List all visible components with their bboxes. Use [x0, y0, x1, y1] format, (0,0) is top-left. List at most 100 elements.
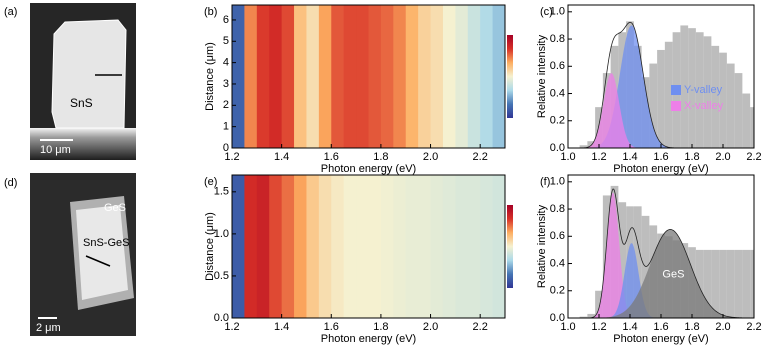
y-tick-label: 0.5 [214, 270, 229, 282]
x-tick-label: 1.4 [274, 321, 289, 333]
x-tick-label: 1.6 [653, 321, 668, 333]
x-tick-label: 1.2 [591, 321, 606, 333]
heatmap-column [256, 5, 270, 148]
x-tick-label: 2.2 [473, 321, 488, 333]
y-tick-label: 1 [223, 121, 229, 133]
heatmap-column [368, 175, 382, 318]
line-marker [85, 255, 111, 267]
heatmap-column [442, 5, 456, 148]
panel-label: (d) [4, 177, 17, 189]
x-axis-label: Photon energy (eV) [321, 163, 416, 175]
x-tick-label: 1.8 [373, 151, 388, 163]
x-tick-label: 1.0 [560, 151, 575, 163]
spectrum-bar [579, 145, 588, 148]
y-tick-label: 1.5 [214, 186, 229, 198]
x-tick-label: 1.8 [684, 321, 699, 333]
image-label: GeS [104, 202, 126, 214]
scale-bar-label: 2 μm [36, 322, 61, 334]
heatmap-column [393, 5, 407, 148]
x-axis-label: Photon energy (eV) [613, 333, 708, 345]
heatmap-column [356, 175, 369, 318]
spectrum-bar [719, 52, 727, 148]
plot-frame [231, 174, 506, 319]
spectrum-bar [641, 215, 650, 318]
y-tick-label: 0.2 [550, 285, 565, 297]
heatmap-column [306, 175, 320, 318]
heatmap-column [281, 175, 295, 318]
peak-area [568, 229, 754, 318]
spectrum-bar [750, 107, 754, 148]
image-label: SnS [70, 96, 93, 110]
core [76, 205, 128, 300]
heatmap-column [343, 5, 357, 148]
spectrum-bar [695, 32, 704, 148]
spectrum-bar [719, 249, 727, 318]
heatmap-column [244, 175, 258, 318]
peak-area [568, 192, 754, 318]
heatmap-column [306, 5, 320, 148]
x-tick-label: 1.2 [591, 151, 606, 163]
plot-frame [567, 4, 755, 149]
heatmap-column [492, 175, 506, 318]
spectrum-bar [587, 313, 596, 318]
heatmap-column [480, 5, 494, 148]
heatmap-column [418, 5, 432, 148]
heatmap-column [356, 5, 369, 148]
x-tick-label: 2.0 [423, 151, 438, 163]
x-tick-label: 1.0 [560, 321, 575, 333]
heatmap-column [393, 175, 407, 318]
flake [51, 19, 127, 129]
legend-label: Y-valley [684, 84, 723, 96]
x-tick-label: 2.2 [746, 321, 761, 333]
spectrum-bar [649, 63, 658, 148]
heatmap-column [467, 5, 481, 148]
x-tick-label: 1.4 [622, 151, 637, 163]
x-tick-label: 1.6 [324, 321, 339, 333]
y-tick-label: 0.0 [214, 312, 229, 324]
legend-swatch [671, 85, 681, 95]
spectrum-bar [657, 49, 665, 148]
substrate [30, 128, 136, 160]
plot-frame [231, 4, 506, 149]
spectrum-bar [695, 249, 704, 318]
heatmap-column [318, 5, 332, 148]
x-tick-label: 2.0 [715, 151, 730, 163]
spectrum-bar [595, 290, 603, 318]
spectrum-bar [711, 45, 720, 148]
panel-label: (e) [204, 176, 217, 188]
heatmap-column [256, 175, 270, 318]
x-tick-label: 2.2 [473, 151, 488, 163]
y-tick-label: 0.4 [550, 87, 565, 99]
panel-label: (b) [204, 6, 217, 18]
x-tick-label: 1.8 [684, 151, 699, 163]
spectrum-bar [618, 202, 627, 318]
x-tick-label: 1.2 [224, 151, 239, 163]
heatmap-column [455, 5, 469, 148]
spectrum-bar [734, 73, 743, 148]
colorbar [507, 205, 513, 288]
x-tick-label: 1.6 [653, 151, 668, 163]
heatmap-column [455, 175, 469, 318]
heatmap-column [331, 175, 345, 318]
heatmap-column [281, 5, 295, 148]
y-axis-label: Distance (μm) [204, 42, 216, 111]
y-tick-label: 0.8 [550, 33, 565, 45]
spectrum-bar [750, 249, 754, 318]
spectrum-bar [579, 316, 588, 318]
x-tick-label: 1.2 [224, 321, 239, 333]
x-tick-label: 2.2 [746, 151, 761, 163]
spectrum-bar [703, 36, 712, 149]
x-tick-label: 2.0 [715, 321, 730, 333]
y-tick-label: 4 [223, 57, 229, 69]
x-tick-label: 1.8 [373, 321, 388, 333]
heatmap-column [418, 175, 432, 318]
x-tick-label: 2.0 [423, 321, 438, 333]
legend-swatch [671, 101, 681, 111]
y-tick-label: 0 [223, 142, 229, 154]
heatmap-column [380, 175, 394, 318]
spectrum-bar [711, 249, 720, 318]
y-tick-label: 1.0 [550, 6, 565, 18]
peak-area [568, 73, 754, 148]
annotation: GeS [662, 268, 684, 280]
